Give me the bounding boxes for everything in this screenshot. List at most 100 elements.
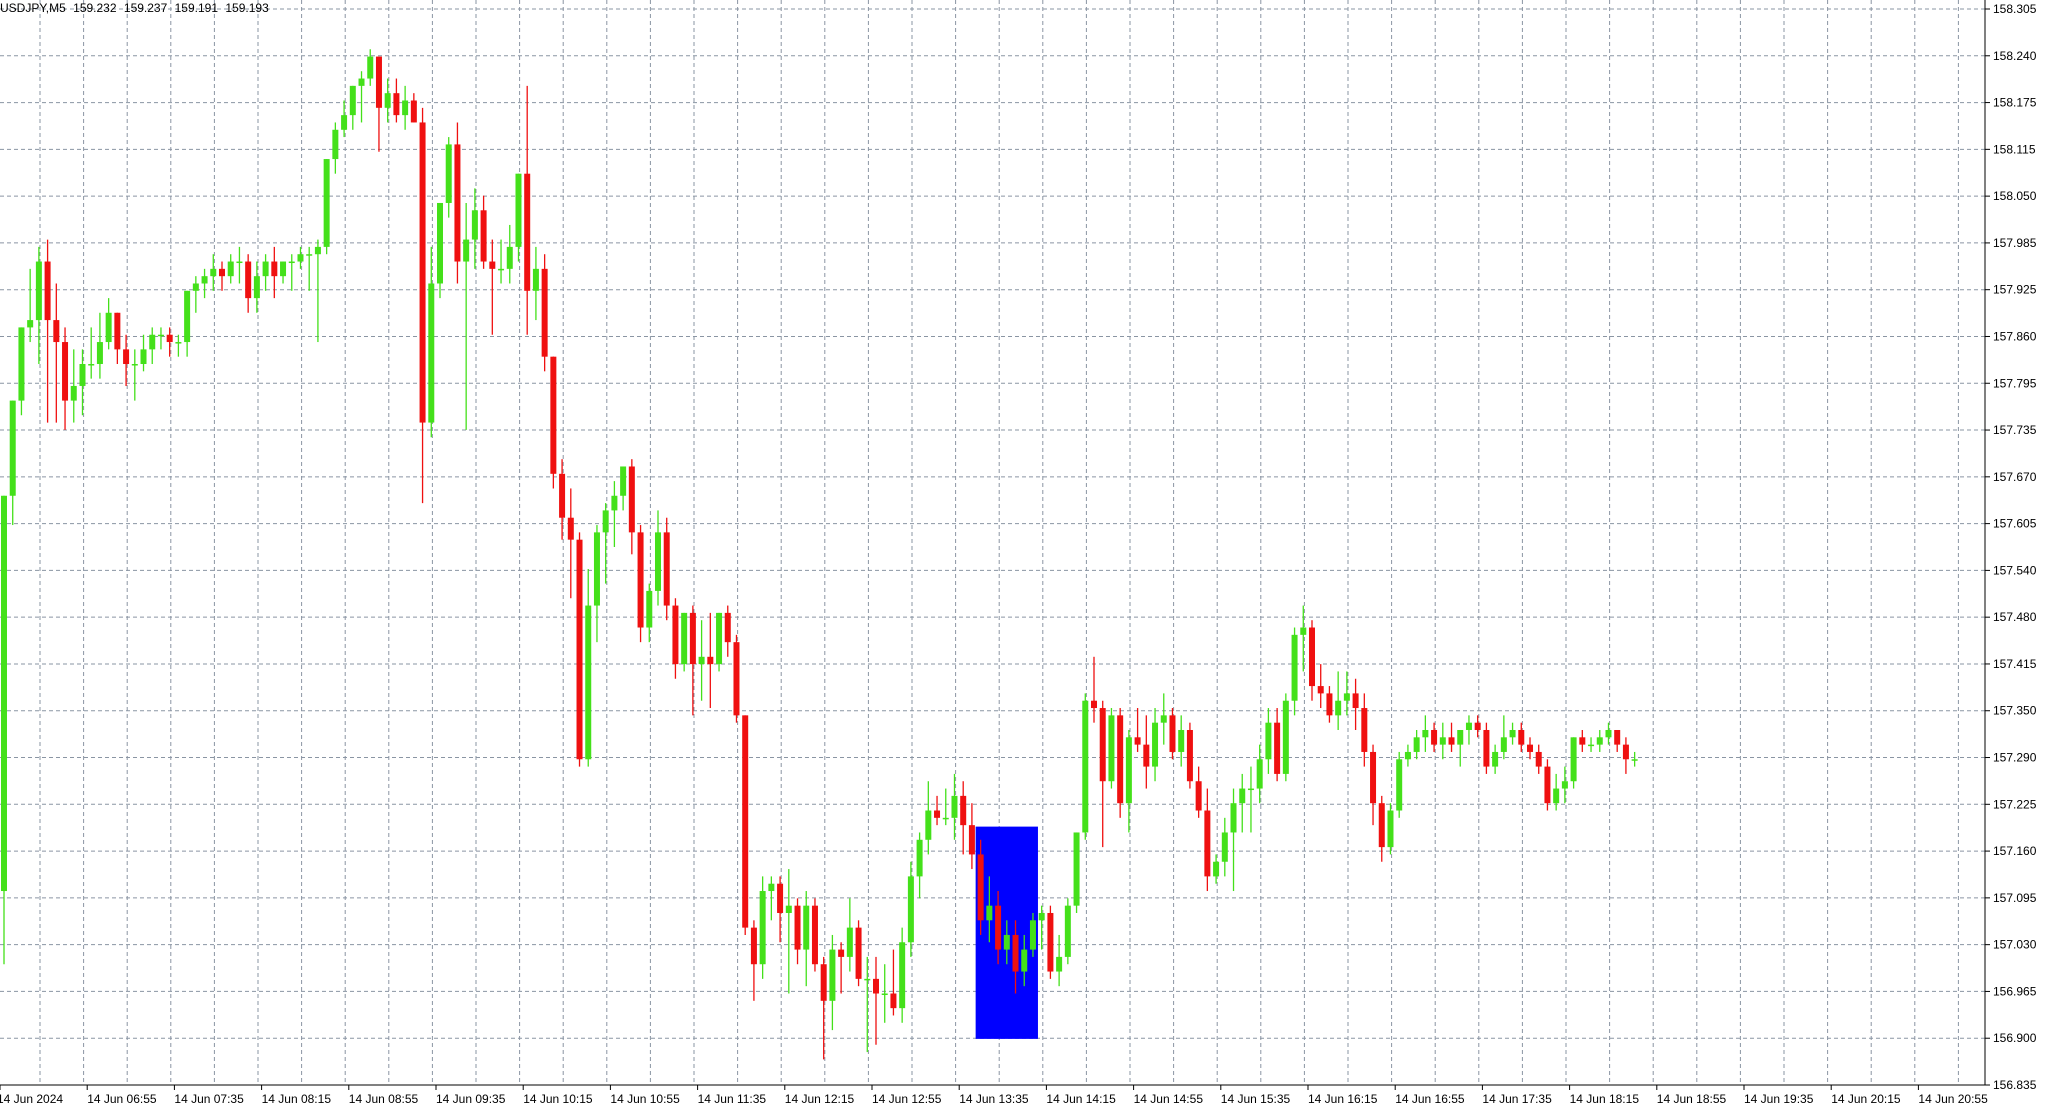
bull-candle xyxy=(532,246,539,321)
bear-candle xyxy=(811,898,818,972)
bear-candle xyxy=(1474,715,1481,738)
x-tick-label: 14 Jun 08:15 xyxy=(262,1092,332,1106)
bear-candle xyxy=(567,488,574,599)
y-tick-label: 158.240 xyxy=(1993,49,2037,63)
y-tick-label: 158.305 xyxy=(1993,2,2037,16)
bull-candle xyxy=(149,327,156,365)
bear-candle xyxy=(576,532,583,767)
y-tick-label: 157.985 xyxy=(1993,236,2037,250)
y-tick-label: 157.795 xyxy=(1993,376,2037,390)
x-tick-label: 14 Jun 20:55 xyxy=(1918,1092,1988,1106)
candles-layer xyxy=(1,49,1638,1060)
bull-candle xyxy=(1457,729,1464,767)
y-tick-label: 156.965 xyxy=(1993,984,2037,998)
bull-candle xyxy=(1596,729,1603,752)
bull-candle xyxy=(1631,751,1638,767)
bull-candle xyxy=(402,85,409,130)
bull-candle xyxy=(445,137,452,218)
bull-candle xyxy=(437,202,443,299)
x-tick-label: 14 Jun 13:35 xyxy=(959,1092,1029,1106)
bull-candle xyxy=(297,246,304,269)
bull-candle xyxy=(288,254,295,291)
bull-candle xyxy=(1588,737,1595,752)
bear-candle xyxy=(53,283,60,423)
bear-candle xyxy=(934,795,941,826)
x-tick-label: 14 Jun 14:15 xyxy=(1046,1092,1116,1106)
bear-candle xyxy=(1527,737,1533,760)
bear-candle xyxy=(1274,708,1281,782)
bear-candle xyxy=(489,239,496,335)
x-tick-label: 14 Jun 12:55 xyxy=(872,1092,942,1106)
bull-candle xyxy=(864,956,871,1053)
y-tick-label: 158.115 xyxy=(1993,142,2036,156)
bear-candle xyxy=(1378,795,1385,862)
bear-candle xyxy=(123,334,130,386)
bear-candle xyxy=(541,254,548,372)
bull-candle xyxy=(192,276,199,313)
bear-candle xyxy=(1622,737,1629,774)
bull-candle xyxy=(620,466,627,511)
y-tick-label: 157.670 xyxy=(1993,470,2037,484)
bull-candle xyxy=(35,246,42,365)
y-tick-label: 157.480 xyxy=(1993,610,2037,624)
bull-candle xyxy=(280,261,287,284)
bear-candle xyxy=(968,803,975,870)
bull-candle xyxy=(1492,744,1499,774)
bear-candle xyxy=(559,459,566,540)
bull-candle xyxy=(602,503,609,584)
bear-candle xyxy=(245,254,252,313)
bull-candle xyxy=(349,85,356,130)
x-tick-label: 14 Jun 10:15 xyxy=(523,1092,593,1106)
bull-candle xyxy=(341,100,348,138)
bear-candle xyxy=(1535,744,1542,774)
bear-candle xyxy=(44,239,51,423)
x-tick-label: 14 Jun 16:15 xyxy=(1308,1092,1378,1106)
bull-candle xyxy=(716,612,723,672)
bull-candle xyxy=(358,71,365,123)
bull-candle xyxy=(1178,715,1185,767)
x-tick-label: 14 Jun 12:15 xyxy=(785,1092,855,1106)
bear-candle xyxy=(1431,722,1438,752)
bull-candle xyxy=(367,49,374,86)
bull-candle xyxy=(785,869,792,994)
bear-candle xyxy=(750,920,757,1001)
bear-candle xyxy=(838,942,845,994)
bull-candle xyxy=(96,312,103,379)
bear-candle xyxy=(375,56,382,152)
bear-candle xyxy=(1579,729,1586,752)
bear-candle xyxy=(480,195,487,269)
symbol-header: USDJPY,M5 159.232 159.237 159.191 159.19… xyxy=(0,1,273,15)
bear-candle xyxy=(1091,656,1097,723)
bull-candle xyxy=(1413,729,1420,760)
bull-candle xyxy=(907,861,914,957)
bear-candle xyxy=(1518,722,1525,752)
y-tick-label: 157.860 xyxy=(1993,329,2037,343)
bull-candle xyxy=(585,568,592,767)
bear-candle xyxy=(628,459,635,555)
bear-candle xyxy=(777,876,784,943)
bear-candle xyxy=(733,634,740,723)
bull-candle xyxy=(1343,671,1350,716)
bull-candle xyxy=(1125,729,1132,833)
high-value: 159.237 xyxy=(123,1,168,15)
bear-candle xyxy=(219,261,225,291)
bull-candle xyxy=(262,254,269,291)
bull-candle xyxy=(1500,715,1507,760)
bull-candle xyxy=(1256,744,1263,804)
bull-candle xyxy=(1160,693,1167,745)
bear-candle xyxy=(689,605,696,716)
bull-candle xyxy=(1,495,7,965)
bull-candle xyxy=(655,510,661,606)
bull-candle xyxy=(1553,773,1560,811)
low-value: 159.191 xyxy=(174,1,219,15)
bull-candle xyxy=(1082,693,1089,840)
bull-candle xyxy=(1335,671,1342,730)
y-tick-label: 157.415 xyxy=(1993,657,2037,671)
bear-candle xyxy=(672,598,679,679)
bull-candle xyxy=(227,254,234,284)
bear-candle xyxy=(454,122,461,284)
bull-candle xyxy=(829,934,836,1031)
bull-candle xyxy=(1570,737,1577,789)
